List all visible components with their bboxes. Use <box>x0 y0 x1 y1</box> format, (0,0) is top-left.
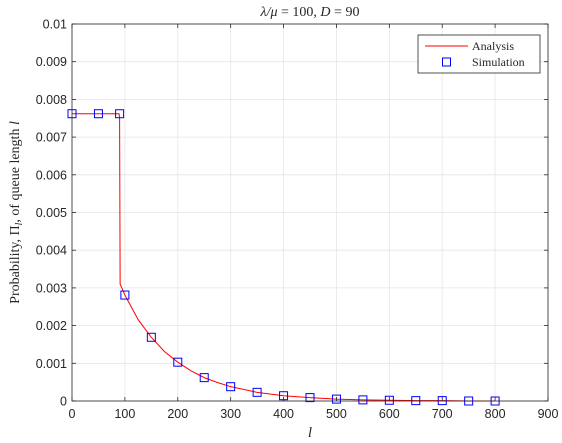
simulation-marker <box>305 393 315 403</box>
simulation-marker <box>358 395 368 405</box>
y-label-l: l <box>8 121 23 125</box>
y-tick-label: 0.002 <box>36 319 67 333</box>
y-tick-label: 0 <box>60 395 67 409</box>
y-label-subscript: l <box>14 222 25 225</box>
x-tick-label: 300 <box>220 407 241 421</box>
simulation-marker <box>115 109 125 119</box>
x-tick-label: 900 <box>538 407 559 421</box>
x-tick-label: 800 <box>485 407 506 421</box>
simulation-marker <box>199 373 209 383</box>
ticks: 0 100 200 300 400 500 600 700 800 900 0 0.001 0.002 0… <box>36 18 559 422</box>
y-axis-label: Probability, Πl, of queue length l <box>8 121 25 304</box>
y-tick-label: 0.005 <box>36 206 67 220</box>
grid <box>71 23 549 402</box>
y-label-middle: , of queue length <box>8 125 23 223</box>
title-ratio-value: = 100, <box>278 5 321 20</box>
simulation-marker <box>384 395 394 405</box>
legend-simulation-label: Simulation <box>472 55 525 69</box>
y-tick-label: 0.009 <box>36 55 67 69</box>
x-axis-label: l <box>308 425 312 441</box>
y-tick-label: 0.01 <box>43 18 67 32</box>
x-tick-label: 100 <box>114 407 135 421</box>
legend-analysis-label: Analysis <box>472 39 514 53</box>
x-tick-label: 0 <box>69 407 76 421</box>
title-d: D <box>319 5 330 20</box>
title-ratio: λ/μ <box>260 5 278 20</box>
simulation-marker <box>120 290 130 300</box>
y-tick-label: 0.008 <box>36 93 67 107</box>
y-tick-label: 0.001 <box>36 357 67 371</box>
simulation-marker <box>93 109 103 119</box>
chart-title: λ/μ = 100, D = 90 <box>260 5 360 20</box>
legend: Analysis Simulation <box>417 34 541 74</box>
y-tick-label: 0.003 <box>36 281 67 295</box>
x-tick-label: 700 <box>432 407 453 421</box>
x-tick-label: 600 <box>379 407 400 421</box>
simulation-marker <box>173 357 183 367</box>
y-label-main: Probability, Π <box>8 225 23 303</box>
simulation-marker <box>331 394 341 404</box>
simulation-marker <box>146 332 156 342</box>
legend-simulation-marker <box>442 57 451 67</box>
x-tick-label: 500 <box>326 407 347 421</box>
y-tick-label: 0.004 <box>36 244 67 258</box>
y-tick-label: 0.007 <box>36 131 67 145</box>
simulation-marker <box>252 387 262 397</box>
x-tick-label: 400 <box>273 407 294 421</box>
simulation-marker <box>226 382 236 392</box>
legend-box <box>417 34 541 74</box>
x-tick-label: 200 <box>167 407 188 421</box>
title-d-value: = 90 <box>331 5 360 20</box>
y-tick-label: 0.006 <box>36 168 67 182</box>
